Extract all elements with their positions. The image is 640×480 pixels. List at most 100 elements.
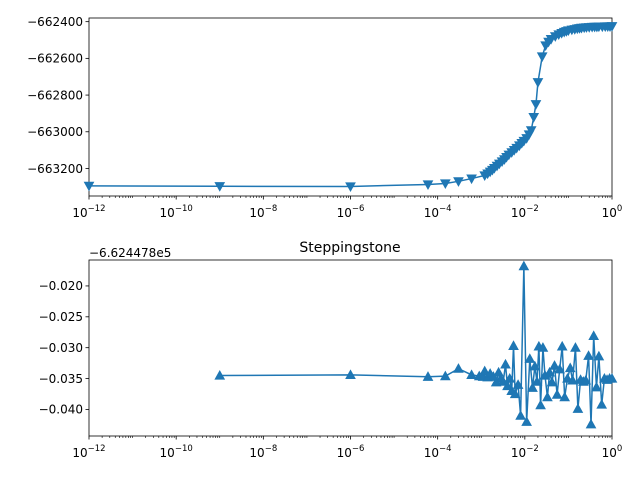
bottom-data-point: [544, 366, 555, 377]
top-x-tick-exponent: −12: [88, 204, 106, 214]
top-x-tick-label: 100: [602, 204, 623, 220]
bottom-data-point: [546, 376, 558, 387]
top-x-tick-base: 10: [511, 206, 526, 220]
top-x-tick-base: 10: [160, 206, 175, 220]
top-y-tick-label: −663200: [27, 162, 83, 176]
top-x-tick-exponent: −2: [526, 204, 539, 214]
bottom-data-point: [518, 260, 530, 271]
top-x-tick-label: 10−4: [424, 204, 452, 220]
bottom-data-point: [502, 380, 513, 391]
top-y-tick-label: −662600: [27, 52, 83, 66]
bottom-data-point: [542, 391, 553, 402]
top-x-tick-base: 10: [72, 206, 87, 220]
bottom-data-point: [512, 379, 524, 389]
bottom-x-tick-label: 10−8: [249, 444, 277, 460]
bottom-y-tick-label: −0.025: [39, 310, 83, 324]
top-data-point: [83, 181, 95, 192]
bottom-data-point: [524, 353, 536, 363]
bottom-data-point: [515, 410, 526, 420]
top-data-point: [453, 177, 464, 187]
bottom-x-tick-label: 10−4: [424, 444, 452, 460]
bottom-data-point: [562, 373, 573, 383]
top-x-tick-label: 10−12: [72, 204, 105, 220]
top-y-tick-label: −662800: [27, 88, 83, 102]
bottom-x-tick-base: 10: [511, 446, 526, 460]
top-data-point: [422, 180, 434, 190]
bottom-data-point: [556, 340, 568, 351]
top-x-tick-exponent: −6: [352, 204, 365, 214]
bottom-x-tick-base: 10: [72, 446, 87, 460]
top-x-tick-label: 10−6: [337, 204, 365, 220]
bottom-data-point: [564, 362, 576, 373]
bottom-x-tick-base: 10: [249, 446, 264, 460]
bottom-data-point: [559, 391, 571, 402]
bottom-data-point: [567, 374, 578, 385]
bottom-data-point: [529, 360, 541, 371]
top-data-point: [532, 78, 544, 88]
top-y-tick-label: −663000: [27, 125, 83, 139]
top-x-tick-base: 10: [424, 206, 439, 220]
bottom-y-tick-label: −0.040: [39, 403, 83, 417]
top-data-point: [214, 182, 226, 192]
top-x-tick-base: 10: [249, 206, 264, 220]
bottom-data-point: [422, 371, 434, 381]
bottom-x-tick-exponent: −12: [88, 444, 106, 454]
bottom-data-point: [500, 358, 511, 369]
bottom-data-point: [466, 369, 477, 379]
top-x-tick-label: 10−2: [511, 204, 539, 220]
top-data-point: [466, 174, 477, 185]
bottom-y-tick-label: −0.020: [39, 279, 83, 293]
top-x-tick-exponent: −8: [265, 204, 278, 214]
top-data-point: [345, 182, 356, 192]
top-data-point: [606, 22, 618, 32]
bottom-data-point: [535, 399, 546, 410]
bottom-x-tick-exponent: −4: [439, 444, 452, 454]
bottom-data-point: [214, 369, 226, 380]
bottom-data-point: [479, 365, 491, 376]
bottom-x-tick-exponent: −8: [265, 444, 278, 454]
bottom-data-point: [453, 363, 464, 373]
bottom-chart-title: Steppingstone: [299, 240, 400, 256]
bottom-data-point: [572, 403, 584, 413]
bottom-data-point: [549, 360, 560, 370]
bottom-x-tick-base: 10: [160, 446, 175, 460]
bottom-data-point: [585, 418, 597, 429]
top-x-tick-exponent: −4: [439, 204, 452, 214]
top-x-tick-label: 10−10: [160, 204, 193, 220]
top-x-tick-exponent: −10: [175, 204, 193, 214]
bottom-data-point: [509, 388, 521, 399]
bottom-x-tick-label: 10−12: [72, 444, 105, 460]
bottom-x-tick-label: 10−6: [337, 444, 365, 460]
bottom-data-point: [345, 369, 356, 379]
bottom-data-point: [570, 342, 581, 352]
bottom-data-point: [580, 374, 592, 385]
top-data-point: [439, 179, 451, 190]
top-data-point: [530, 100, 542, 110]
bottom-y-tick-label: −0.030: [39, 341, 83, 355]
bottom-x-tick-label: 10−2: [511, 444, 539, 460]
top-x-tick-exponent: 0: [617, 204, 622, 214]
bottom-x-tick-exponent: −6: [352, 444, 365, 454]
top-data-point: [528, 112, 540, 123]
bottom-data-point: [504, 373, 516, 383]
bottom-data-point: [537, 342, 549, 352]
bottom-x-tick-base: 10: [337, 446, 352, 460]
top-data-point: [525, 126, 537, 136]
bottom-chart-panel: Steppingstone −6.624478e5 10−12 10−10 10−8…: [39, 240, 623, 460]
top-data-point: [536, 52, 548, 63]
bottom-data-point: [591, 381, 602, 392]
top-chart-panel: 10−12 10−10 10−8 10−6 10−4 10−2 100−662400−662…: [27, 15, 622, 220]
bottom-data-point: [554, 363, 566, 374]
top-x-tick-label: 10−8: [249, 204, 277, 220]
bottom-chart-offset-label: −6.624478e5: [89, 246, 171, 260]
bottom-x-tick-base: 10: [424, 446, 439, 460]
top-x-tick-base: 10: [337, 206, 352, 220]
bottom-y-tick-label: −0.035: [39, 372, 83, 386]
bottom-data-point: [583, 350, 594, 360]
bottom-data-point: [508, 340, 519, 350]
top-x-tick-base: 10: [602, 206, 617, 220]
top-y-tick-label: −662400: [27, 15, 83, 29]
bottom-data-point: [531, 376, 543, 386]
bottom-x-tick-base: 10: [602, 446, 617, 460]
